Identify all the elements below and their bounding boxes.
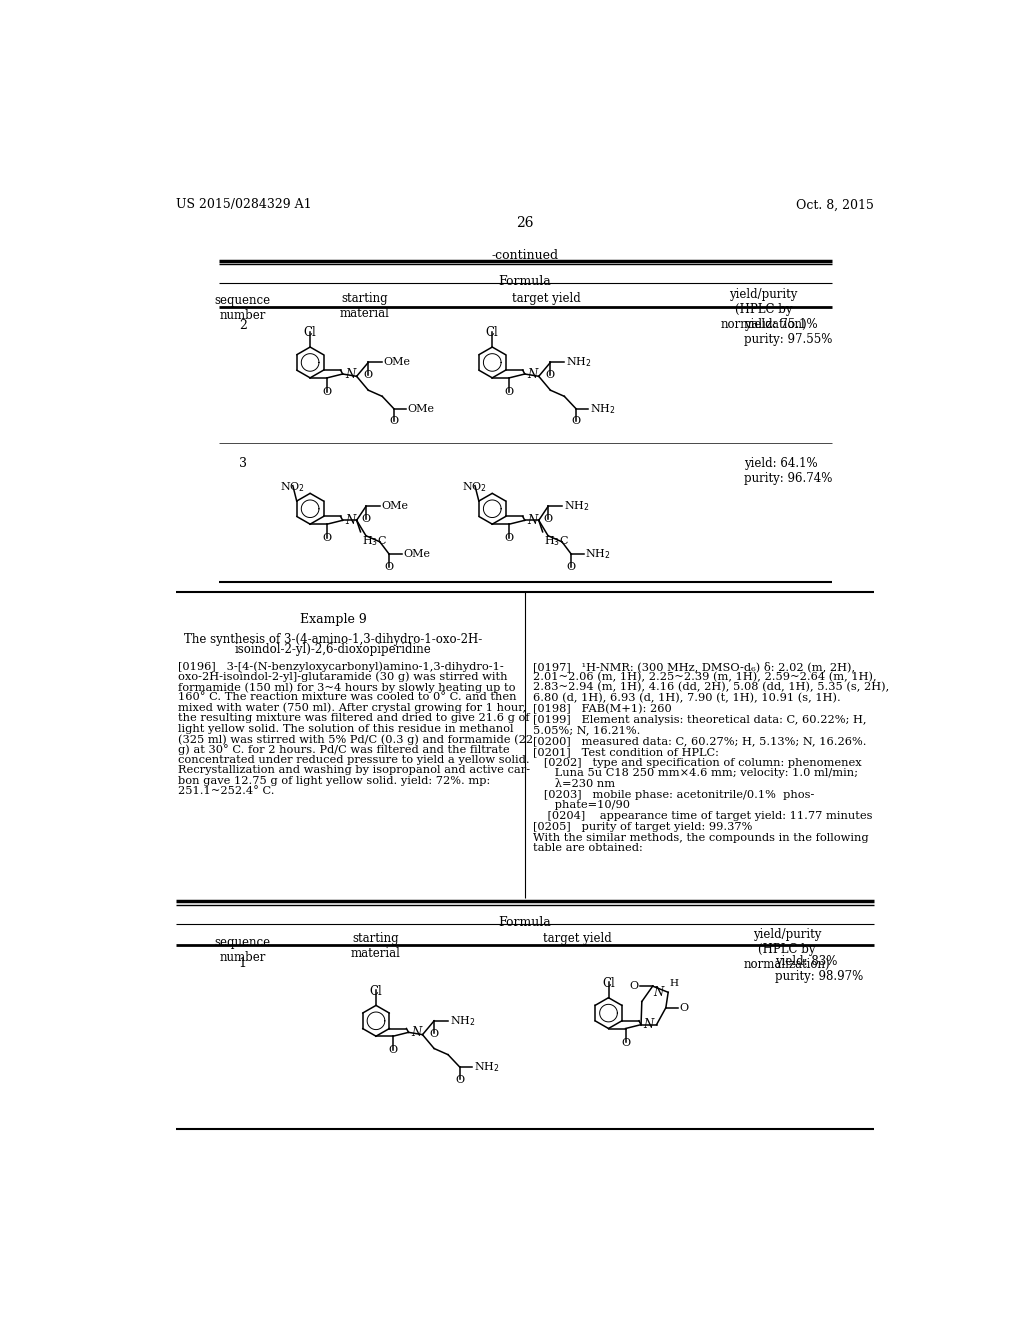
Text: concentrated under reduced pressure to yield a yellow solid.: concentrated under reduced pressure to y… xyxy=(178,755,530,764)
Text: NO$_2$: NO$_2$ xyxy=(463,480,487,494)
Text: target yield: target yield xyxy=(543,932,612,945)
Text: O: O xyxy=(566,562,575,572)
Text: (325 ml) was stirred with 5% Pd/C (0.3 g) and formamide (22: (325 ml) was stirred with 5% Pd/C (0.3 g… xyxy=(178,734,534,744)
Text: N: N xyxy=(527,367,538,380)
Text: sequence
number: sequence number xyxy=(215,294,270,322)
Text: O: O xyxy=(621,1038,630,1048)
Text: light yellow solid. The solution of this residue in methanol: light yellow solid. The solution of this… xyxy=(178,723,514,734)
Text: λ=230 nm: λ=230 nm xyxy=(532,779,614,788)
Text: O: O xyxy=(389,416,398,426)
Text: O: O xyxy=(505,387,514,397)
Text: Cl: Cl xyxy=(485,326,499,339)
Text: NH$_2$: NH$_2$ xyxy=(586,548,611,561)
Text: Luna 5u C18 250 mm×4.6 mm; velocity: 1.0 ml/min;: Luna 5u C18 250 mm×4.6 mm; velocity: 1.0… xyxy=(532,768,857,779)
Text: [0202]   type and specification of column: phenomenex: [0202] type and specification of column:… xyxy=(532,758,861,768)
Text: [0204]    appearance time of target yield: 11.77 minutes: [0204] appearance time of target yield: … xyxy=(532,812,872,821)
Text: OMe: OMe xyxy=(381,502,409,511)
Text: N: N xyxy=(653,986,664,999)
Text: H$_3$C: H$_3$C xyxy=(362,535,387,548)
Text: 26: 26 xyxy=(516,216,534,230)
Text: US 2015/0284329 A1: US 2015/0284329 A1 xyxy=(176,198,311,211)
Text: [0203]   mobile phase: acetonitrile/0.1%  phos-: [0203] mobile phase: acetonitrile/0.1% p… xyxy=(532,789,814,800)
Text: [0201]   Test condition of HPLC:: [0201] Test condition of HPLC: xyxy=(532,747,719,758)
Text: table are obtained:: table are obtained: xyxy=(532,843,642,853)
Text: Formula: Formula xyxy=(499,276,551,289)
Text: O: O xyxy=(385,562,394,572)
Text: yield/purity
(HPLC by
normalization): yield/purity (HPLC by normalization) xyxy=(743,928,830,972)
Text: N: N xyxy=(527,513,538,527)
Text: OMe: OMe xyxy=(403,549,430,560)
Text: N: N xyxy=(411,1026,421,1039)
Text: [0196]   3-[4-(N-benzyloxycarbonyl)amino-1,3-dihydro-1-: [0196] 3-[4-(N-benzyloxycarbonyl)amino-1… xyxy=(178,661,504,672)
Text: yield: 75.1%
purity: 97.55%: yield: 75.1% purity: 97.55% xyxy=(744,318,833,346)
Text: 6.80 (d, 1H), 6.93 (d, 1H), 7.90 (t, 1H), 10.91 (s, 1H).: 6.80 (d, 1H), 6.93 (d, 1H), 7.90 (t, 1H)… xyxy=(532,693,841,702)
Text: O: O xyxy=(429,1028,438,1039)
Text: OMe: OMe xyxy=(384,358,411,367)
Text: O: O xyxy=(505,533,514,544)
Text: -continued: -continued xyxy=(492,249,558,263)
Text: Recrystallization and washing by isopropanol and active car-: Recrystallization and washing by isoprop… xyxy=(178,766,530,775)
Text: yield/purity
(HPLC by
normalization): yield/purity (HPLC by normalization) xyxy=(720,288,807,331)
Text: O: O xyxy=(323,387,332,397)
Text: sequence
number: sequence number xyxy=(215,936,270,964)
Text: O: O xyxy=(544,515,553,524)
Text: bon gave 12.75 g of light yellow solid. yield: 72%. mp:: bon gave 12.75 g of light yellow solid. … xyxy=(178,776,490,785)
Text: [0197]   ¹H-NMR: (300 MHz, DMSO-d₆) δ: 2.02 (m, 2H),: [0197] ¹H-NMR: (300 MHz, DMSO-d₆) δ: 2.0… xyxy=(532,661,855,672)
Text: [0198]   FAB(M+1): 260: [0198] FAB(M+1): 260 xyxy=(532,705,672,714)
Text: Formula: Formula xyxy=(499,916,551,929)
Text: NH$_2$: NH$_2$ xyxy=(566,355,592,370)
Text: O: O xyxy=(680,1003,689,1012)
Text: [0200]   measured data: C, 60.27%; H, 5.13%; N, 16.26%.: [0200] measured data: C, 60.27%; H, 5.13… xyxy=(532,737,866,746)
Text: NO$_2$: NO$_2$ xyxy=(281,480,305,494)
Text: starting
material: starting material xyxy=(339,292,389,319)
Text: target yield: target yield xyxy=(512,292,581,305)
Text: OMe: OMe xyxy=(408,404,435,413)
Text: the resulting mixture was filtered and dried to give 21.6 g of: the resulting mixture was filtered and d… xyxy=(178,713,530,723)
Text: 251.1~252.4° C.: 251.1~252.4° C. xyxy=(178,785,274,796)
Text: 2.01~2.06 (m, 1H), 2.25~2.39 (m, 1H), 2.59~2.64 (m, 1H),: 2.01~2.06 (m, 1H), 2.25~2.39 (m, 1H), 2.… xyxy=(532,672,877,682)
Text: Cl: Cl xyxy=(370,985,382,998)
Text: 1: 1 xyxy=(239,957,247,970)
Text: N: N xyxy=(345,513,355,527)
Text: H: H xyxy=(670,979,679,989)
Text: NH$_2$: NH$_2$ xyxy=(450,1014,475,1028)
Text: 2: 2 xyxy=(239,318,247,331)
Text: Example 9: Example 9 xyxy=(300,612,367,626)
Text: NH$_2$: NH$_2$ xyxy=(474,1060,500,1074)
Text: O: O xyxy=(364,370,373,380)
Text: 160° C. The reaction mixture was cooled to 0° C. and then: 160° C. The reaction mixture was cooled … xyxy=(178,693,517,702)
Text: 5.05%; N, 16.21%.: 5.05%; N, 16.21%. xyxy=(532,726,640,735)
Text: O: O xyxy=(361,515,371,524)
Text: The synthesis of 3-(4-amino-1,3-dihydro-1-oxo-2H-: The synthesis of 3-(4-amino-1,3-dihydro-… xyxy=(184,632,482,645)
Text: formamide (150 ml) for 3~4 hours by slowly heating up to: formamide (150 ml) for 3~4 hours by slow… xyxy=(178,682,516,693)
Text: NH$_2$: NH$_2$ xyxy=(590,401,615,416)
Text: O: O xyxy=(630,981,639,991)
Text: mixed with water (750 ml). After crystal growing for 1 hour,: mixed with water (750 ml). After crystal… xyxy=(178,702,526,713)
Text: starting
material: starting material xyxy=(351,932,401,960)
Text: 2.83~2.94 (m, 1H), 4.16 (dd, 2H), 5.08 (dd, 1H), 5.35 (s, 2H),: 2.83~2.94 (m, 1H), 4.16 (dd, 2H), 5.08 (… xyxy=(532,682,889,693)
Text: O: O xyxy=(546,370,555,380)
Text: With the similar methods, the compounds in the following: With the similar methods, the compounds … xyxy=(532,833,868,843)
Text: H$_3$C: H$_3$C xyxy=(544,535,569,548)
Text: 3: 3 xyxy=(239,457,247,470)
Text: N: N xyxy=(643,1018,653,1031)
Text: O: O xyxy=(388,1045,397,1056)
Text: O: O xyxy=(455,1074,464,1085)
Text: [0199]   Element analysis: theoretical data: C, 60.22%; H,: [0199] Element analysis: theoretical dat… xyxy=(532,715,866,725)
Text: Cl: Cl xyxy=(304,326,316,339)
Text: Cl: Cl xyxy=(602,977,614,990)
Text: NH$_2$: NH$_2$ xyxy=(563,499,589,513)
Text: phate=10/90: phate=10/90 xyxy=(532,800,630,810)
Text: N: N xyxy=(345,367,355,380)
Text: [0205]   purity of target yield: 99.37%: [0205] purity of target yield: 99.37% xyxy=(532,822,752,832)
Text: Oct. 8, 2015: Oct. 8, 2015 xyxy=(796,198,873,211)
Text: yield: 83%
purity: 98.97%: yield: 83% purity: 98.97% xyxy=(775,956,863,983)
Text: O: O xyxy=(323,533,332,544)
Text: O: O xyxy=(571,416,581,426)
Text: oxo-2H-isoindol-2-yl]-glutaramide (30 g) was stirred with: oxo-2H-isoindol-2-yl]-glutaramide (30 g)… xyxy=(178,672,508,682)
Text: yield: 64.1%
purity: 96.74%: yield: 64.1% purity: 96.74% xyxy=(744,457,833,486)
Text: isoindol-2-yl)-2,6-dioxopiperidine: isoindol-2-yl)-2,6-dioxopiperidine xyxy=(234,644,432,656)
Text: g) at 30° C. for 2 hours. Pd/C was filtered and the filtrate: g) at 30° C. for 2 hours. Pd/C was filte… xyxy=(178,744,510,755)
